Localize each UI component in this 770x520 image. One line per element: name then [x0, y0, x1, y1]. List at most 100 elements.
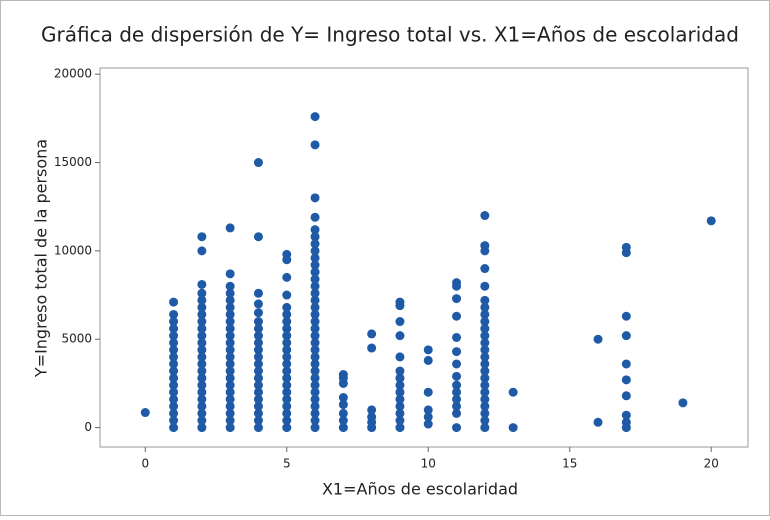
point [225, 331, 235, 341]
point [282, 415, 292, 425]
point [310, 260, 320, 270]
point [225, 387, 235, 397]
point [395, 423, 405, 433]
point [395, 366, 405, 376]
point [706, 216, 716, 226]
point [225, 309, 235, 319]
point [225, 288, 235, 298]
point [169, 309, 179, 319]
point [310, 225, 320, 235]
point [197, 338, 207, 348]
point [367, 343, 377, 353]
point [225, 302, 235, 312]
point [282, 324, 292, 334]
point [452, 294, 462, 304]
point [310, 288, 320, 298]
point [225, 295, 235, 305]
point [140, 408, 150, 418]
point [452, 347, 462, 357]
point [480, 359, 490, 369]
point [480, 423, 490, 433]
point [310, 302, 320, 312]
point [480, 331, 490, 341]
point [395, 352, 405, 362]
y-tick-label: 20000 [54, 67, 92, 81]
point [253, 373, 263, 383]
point [197, 324, 207, 334]
point [310, 423, 320, 433]
point [423, 412, 433, 422]
point [169, 387, 179, 397]
point [253, 387, 263, 397]
x-tick-label: 5 [283, 457, 291, 471]
point [169, 366, 179, 376]
point [423, 345, 433, 355]
point [253, 331, 263, 341]
point [621, 359, 631, 369]
point [169, 401, 179, 411]
point [282, 373, 292, 383]
point [395, 373, 405, 383]
point [452, 401, 462, 411]
point [197, 309, 207, 319]
point [338, 393, 348, 403]
point [508, 387, 518, 397]
point [452, 332, 462, 342]
point [593, 417, 603, 427]
point [197, 246, 207, 256]
point [253, 394, 263, 404]
point [225, 317, 235, 327]
point [310, 366, 320, 376]
point [253, 288, 263, 298]
point [480, 401, 490, 411]
point [253, 158, 263, 168]
point [197, 373, 207, 383]
point [225, 345, 235, 355]
point [253, 366, 263, 376]
point [282, 366, 292, 376]
point [197, 352, 207, 362]
y-axis-label: Y=Ingreso total de la persona [32, 139, 51, 378]
point [310, 324, 320, 334]
point [253, 299, 263, 309]
point [310, 352, 320, 362]
point [169, 373, 179, 383]
point [395, 331, 405, 341]
point [253, 415, 263, 425]
point [395, 297, 405, 307]
point [282, 352, 292, 362]
point [480, 324, 490, 334]
point [452, 387, 462, 397]
point [282, 423, 292, 433]
point [197, 359, 207, 369]
chart-title: Gráfica de dispersión de Y= Ingreso tota… [41, 23, 739, 47]
point [310, 232, 320, 242]
point [169, 415, 179, 425]
point [310, 309, 320, 319]
point [169, 324, 179, 334]
point [480, 295, 490, 305]
point [197, 415, 207, 425]
point [480, 408, 490, 418]
point [310, 267, 320, 277]
point [225, 338, 235, 348]
point [282, 401, 292, 411]
point [310, 373, 320, 383]
point [480, 415, 490, 425]
point [310, 408, 320, 418]
point [253, 324, 263, 334]
point [621, 410, 631, 420]
point [197, 279, 207, 289]
point [395, 401, 405, 411]
point [225, 352, 235, 362]
point [452, 359, 462, 369]
point [480, 241, 490, 251]
point [282, 331, 292, 341]
point [452, 278, 462, 288]
point [225, 281, 235, 291]
point [253, 317, 263, 327]
point [169, 352, 179, 362]
point [169, 338, 179, 348]
point [480, 394, 490, 404]
